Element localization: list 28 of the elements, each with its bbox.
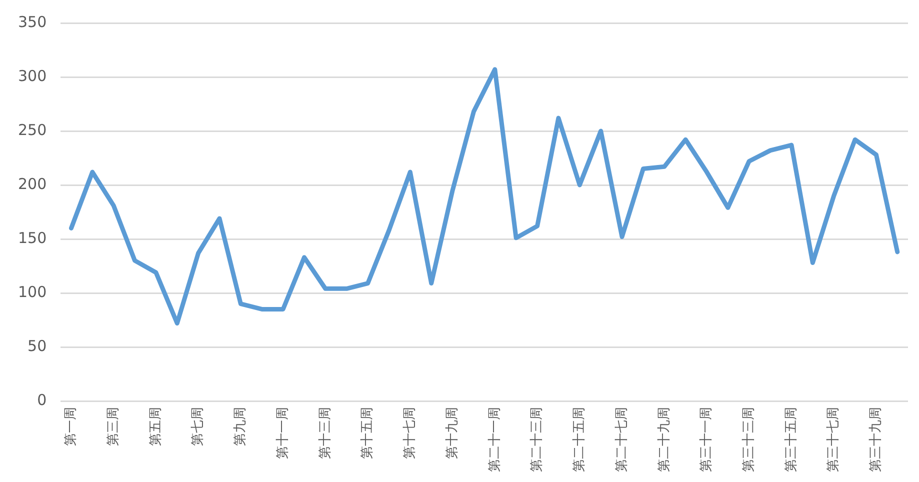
y-tick-label: 100 bbox=[18, 282, 47, 301]
x-tick-label: 第七周 bbox=[190, 407, 206, 446]
y-tick-label: 150 bbox=[18, 228, 47, 247]
x-tick-label: 第十一周 bbox=[275, 407, 290, 459]
x-tick-label: 第十七周 bbox=[402, 407, 418, 459]
y-tick-label: 200 bbox=[18, 174, 47, 193]
y-tick-label: 0 bbox=[37, 390, 47, 409]
x-tick-label: 第三十七周 bbox=[826, 407, 842, 472]
y-tick-label: 350 bbox=[18, 12, 47, 31]
y-tick-label: 50 bbox=[28, 336, 47, 355]
x-tick-label: 第二十七周 bbox=[614, 407, 630, 472]
x-tick-label: 第九周 bbox=[233, 407, 248, 446]
x-tick-label: 第二十五周 bbox=[572, 407, 588, 472]
x-tick-label: 第三十五周 bbox=[784, 407, 799, 472]
x-tick-label: 第十九周 bbox=[444, 407, 460, 459]
x-tick-label: 第十五周 bbox=[360, 407, 376, 459]
x-tick-label: 第二十一周 bbox=[487, 407, 502, 472]
x-tick-label: 第十三周 bbox=[318, 407, 333, 459]
x-tick-label: 第三十九周 bbox=[868, 407, 884, 472]
x-tick-label: 第二十三周 bbox=[530, 407, 545, 472]
x-tick-label: 第五周 bbox=[148, 407, 164, 446]
y-tick-label: 300 bbox=[18, 66, 47, 85]
x-tick-label: 第三十三周 bbox=[741, 407, 756, 472]
x-tick-label: 第一周 bbox=[64, 407, 79, 446]
x-tick-label: 第三十一周 bbox=[699, 407, 714, 472]
x-tick-label: 第三周 bbox=[106, 407, 121, 446]
y-tick-label: 250 bbox=[18, 120, 47, 139]
x-tick-label: 第二十九周 bbox=[656, 407, 672, 472]
